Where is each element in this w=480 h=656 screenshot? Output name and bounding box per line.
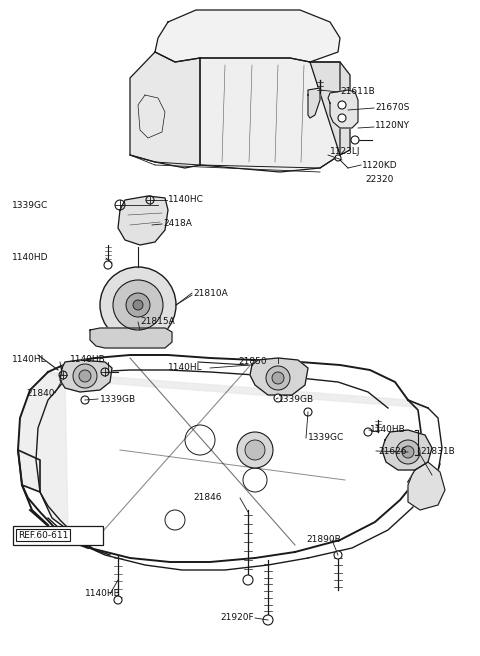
Text: 21670S: 21670S [375, 102, 409, 112]
Text: 21626: 21626 [378, 447, 407, 455]
Text: 1140HB: 1140HB [70, 356, 106, 365]
Circle shape [126, 293, 150, 317]
Polygon shape [48, 372, 428, 408]
Text: 1140HL: 1140HL [12, 356, 47, 365]
FancyBboxPatch shape [13, 526, 103, 545]
Text: 1140HD: 1140HD [12, 253, 48, 262]
Circle shape [272, 372, 284, 384]
Text: 21831B: 21831B [420, 447, 455, 455]
Circle shape [81, 396, 89, 404]
Text: 21815A: 21815A [140, 318, 175, 327]
Text: 21846: 21846 [193, 493, 221, 502]
Circle shape [364, 428, 372, 436]
Text: 21810A: 21810A [193, 289, 228, 298]
Circle shape [113, 280, 163, 330]
Polygon shape [155, 10, 340, 62]
Polygon shape [408, 462, 445, 510]
Polygon shape [60, 360, 112, 392]
Circle shape [338, 114, 346, 122]
Text: 1140HB: 1140HB [370, 426, 406, 434]
Circle shape [402, 446, 414, 458]
Circle shape [304, 408, 312, 416]
Polygon shape [250, 358, 308, 395]
Text: 21840: 21840 [26, 388, 55, 398]
Polygon shape [18, 372, 68, 530]
Circle shape [133, 300, 143, 310]
Circle shape [114, 596, 122, 604]
Circle shape [79, 370, 91, 382]
Text: 1120NY: 1120NY [375, 121, 410, 131]
Text: 1140HB: 1140HB [85, 590, 121, 598]
Circle shape [274, 394, 282, 402]
Polygon shape [308, 88, 320, 118]
Circle shape [73, 364, 97, 388]
Circle shape [104, 261, 112, 269]
Circle shape [335, 155, 341, 161]
Text: 1339GB: 1339GB [100, 394, 136, 403]
Circle shape [396, 440, 420, 464]
Polygon shape [90, 328, 172, 348]
Polygon shape [200, 58, 340, 172]
Circle shape [237, 432, 273, 468]
Text: 1339GC: 1339GC [308, 434, 344, 443]
Text: 1339GC: 1339GC [12, 201, 48, 209]
Circle shape [351, 136, 359, 144]
Circle shape [266, 366, 290, 390]
Circle shape [100, 267, 176, 343]
Circle shape [245, 440, 265, 460]
Polygon shape [118, 196, 168, 245]
Text: 1140HL: 1140HL [168, 363, 203, 373]
Text: 22320: 22320 [365, 174, 394, 184]
Circle shape [243, 575, 253, 585]
Text: 21890B: 21890B [306, 535, 341, 544]
Polygon shape [310, 62, 350, 155]
Text: 21850: 21850 [238, 358, 266, 367]
Text: 21611B: 21611B [340, 87, 375, 96]
Circle shape [334, 551, 342, 559]
Text: 1120KD: 1120KD [362, 161, 397, 169]
Text: 2418A: 2418A [163, 220, 192, 228]
Text: 1123LJ: 1123LJ [330, 148, 360, 157]
Text: 1339GB: 1339GB [278, 394, 314, 403]
Polygon shape [328, 90, 358, 128]
Text: REF.60-611: REF.60-611 [18, 531, 68, 539]
Circle shape [263, 615, 273, 625]
Circle shape [338, 101, 346, 109]
Polygon shape [382, 430, 432, 470]
Polygon shape [130, 52, 200, 168]
Text: 1140HC: 1140HC [168, 195, 204, 205]
Text: 21920F: 21920F [220, 613, 253, 623]
